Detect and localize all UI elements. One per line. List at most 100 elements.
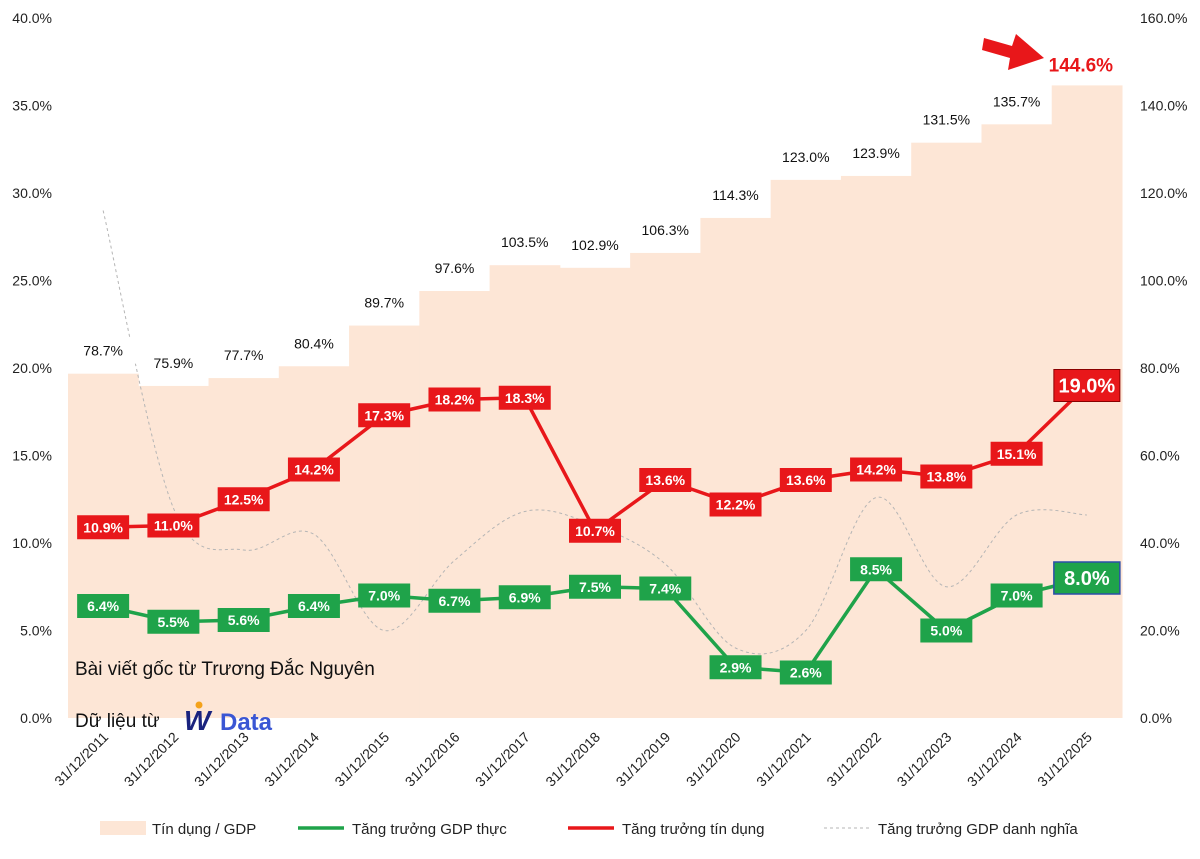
left-tick-label: 15.0%	[12, 448, 52, 464]
left-tick-label: 25.0%	[12, 273, 52, 289]
area-step-10	[700, 217, 772, 718]
ratio-label: 77.7%	[224, 347, 264, 363]
gdp-real-label-box	[147, 609, 200, 634]
right-tick-label: 120.0%	[1140, 185, 1187, 201]
ratio-label-box	[69, 337, 138, 364]
right-tick-label: 160.0%	[1140, 10, 1187, 26]
ratio-label-box	[490, 229, 559, 256]
x-tick-label: 31/12/2023	[894, 729, 955, 790]
area-step-11	[770, 179, 842, 718]
credit-growth-label: 10.9%	[83, 519, 123, 535]
gdp-real-label: 5.0%	[930, 623, 962, 639]
legend-label: Tăng trưởng GDP thực	[352, 821, 507, 838]
credit-growth-label-box	[639, 468, 692, 492]
area-step-7	[489, 265, 561, 718]
gdp-real-label: 6.4%	[87, 598, 119, 614]
gdp-real-label-box	[779, 660, 832, 685]
ratio-label-box	[209, 342, 278, 369]
ratio-label: 89.7%	[364, 295, 404, 311]
gdp-real-label: 2.9%	[720, 659, 752, 675]
widata-logo: W Data	[184, 701, 273, 736]
gdp-real-label: 5.5%	[157, 614, 189, 630]
gdp-real-layer: 6.4% 5.5% 5.6% 6.4% 7.0% 6.7% 6.9% 7.5% 7.4% 2.9%…	[77, 557, 1121, 685]
ratio-label: 75.9%	[154, 355, 194, 371]
credit-growth-label-box	[990, 441, 1043, 466]
credit-growth-label-box	[920, 464, 973, 489]
area-step-14	[981, 124, 1053, 718]
gdp-real-label: 8.5%	[860, 561, 892, 577]
area-step-2	[138, 385, 210, 718]
area-step-4	[278, 366, 350, 718]
area-step-6	[419, 291, 491, 718]
gdp-real-label-box	[217, 608, 270, 632]
ratio-label-box	[771, 143, 840, 170]
nominal-gdp-line	[102, 210, 1087, 655]
gdp-real-label-box	[287, 594, 340, 618]
ratio-label: 114.3%	[712, 187, 758, 203]
x-tick-label: 31/12/2019	[613, 729, 674, 790]
ratio-label: 78.7%	[83, 343, 123, 359]
area-step-5	[349, 325, 420, 718]
callout-arrow-icon	[982, 34, 1044, 70]
ratio-label: 123.9%	[852, 145, 899, 161]
credit-growth-layer: 10.9% 11.0% 12.5% 14.2% 17.3% 18.2% 18.3% 10.7%…	[77, 369, 1121, 543]
gdp-real-label-box	[1053, 561, 1121, 595]
ratio-label-box	[631, 216, 700, 243]
gdp-real-label-box	[920, 618, 973, 643]
left-tick-label: 35.0%	[12, 98, 52, 114]
credit-growth-label-box	[428, 387, 481, 412]
right-axis: 0.0% 20.0% 40.0% 60.0% 80.0% 100.0% 120.0% 140.…	[1140, 10, 1187, 726]
credit-growth-label: 12.5%	[224, 491, 264, 507]
x-tick-label: 31/12/2021	[753, 729, 814, 790]
x-tick-label: 31/12/2011	[51, 729, 111, 789]
gdp-real-label: 7.0%	[368, 588, 400, 604]
legend-swatch-area	[100, 821, 146, 835]
gdp-real-label: 6.4%	[298, 598, 330, 614]
ratio-label-box	[912, 106, 981, 133]
gdp-real-label-box	[569, 574, 621, 599]
gdp-real-label: 8.0%	[1064, 568, 1110, 590]
left-tick-label: 5.0%	[20, 623, 52, 639]
left-tick-label: 0.0%	[20, 710, 52, 726]
logo-dot-icon	[195, 701, 203, 709]
right-tick-label: 0.0%	[1140, 710, 1172, 726]
ratio-label: 135.7%	[993, 93, 1040, 109]
gdp-real-label-box	[358, 583, 411, 608]
credit-growth-label-box	[147, 513, 200, 538]
ratio-label-box	[139, 349, 208, 376]
credit-growth-label: 14.2%	[294, 462, 334, 478]
ratio-label: 144.6%	[1049, 55, 1114, 76]
credit-growth-label-box	[850, 457, 903, 482]
right-tick-label: 20.0%	[1140, 623, 1180, 639]
credit-source: Bài viết gốc từ Trương Đắc Nguyên	[75, 658, 375, 680]
left-tick-label: 20.0%	[12, 360, 52, 376]
x-tick-label: 31/12/2012	[121, 729, 182, 790]
credit-growth-label: 10.7%	[575, 523, 615, 539]
credit-growth-label-box	[709, 492, 762, 517]
credit-growth-label: 17.3%	[364, 407, 404, 423]
ratio-label-box	[420, 255, 489, 281]
x-axis: 31/12/2011 31/12/2012 31/12/2013 31/12/2014…	[51, 729, 1095, 790]
right-tick-label: 100.0%	[1140, 273, 1187, 289]
nominal-gdp-layer	[102, 210, 1087, 655]
right-tick-label: 60.0%	[1140, 448, 1180, 464]
left-tick-label: 40.0%	[12, 10, 52, 26]
ratio-label: 97.6%	[435, 260, 475, 276]
credit-growth-label: 19.0%	[1059, 376, 1116, 398]
gdp-real-label-box	[850, 557, 903, 582]
x-tick-label: 31/12/2016	[402, 729, 463, 790]
left-axis: 0.0% 5.0% 10.0% 15.0% 20.0% 25.0% 30.0% 35.0% 40…	[12, 10, 52, 726]
ratio-label: 102.9%	[571, 237, 618, 253]
ratio-label-box	[279, 330, 348, 357]
x-tick-label: 31/12/2017	[472, 729, 533, 790]
area-step-12	[840, 175, 912, 718]
legend-label: Tín dụng / GDP	[152, 821, 256, 838]
gdp-real-label: 5.6%	[228, 612, 260, 628]
left-tick-label: 30.0%	[12, 185, 52, 201]
ratio-label: 80.4%	[294, 335, 334, 351]
credit-growth-label: 11.0%	[154, 518, 193, 534]
x-tick-label: 31/12/2024	[964, 729, 1025, 790]
x-tick-label: 31/12/2020	[683, 729, 744, 790]
ratio-label: 123.0%	[782, 149, 829, 165]
credit-data-source: Dữ liệu từ	[75, 711, 160, 732]
